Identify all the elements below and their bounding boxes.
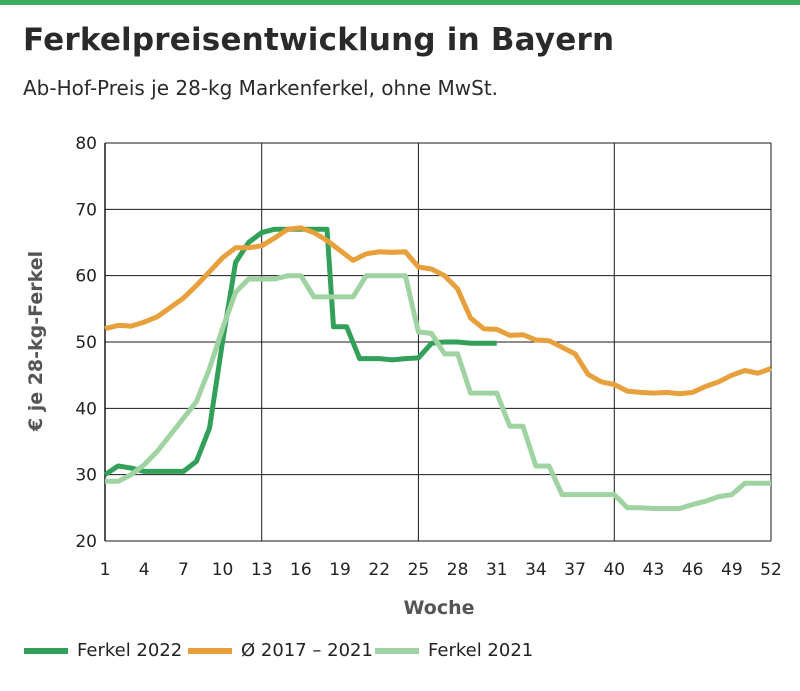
y-tick-label: 80 xyxy=(75,134,97,154)
legend-item-ferkel-2022: Ferkel 2022 xyxy=(24,640,182,661)
y-tick-label: 70 xyxy=(75,200,97,220)
x-tick-label: 52 xyxy=(760,560,782,580)
x-axis-label: Woche xyxy=(403,597,474,619)
x-tick-label: 34 xyxy=(525,560,547,580)
y-tick-label: 40 xyxy=(75,399,97,419)
series-line-1 xyxy=(103,226,497,477)
legend-swatch xyxy=(24,647,68,654)
y-tick-label: 60 xyxy=(75,267,97,287)
legend: Ferkel 2022 Ø 2017 – 2021 Ferkel 2021 xyxy=(0,640,800,670)
legend-swatch xyxy=(188,647,232,654)
legend-item-ferkel-2021: Ferkel 2021 xyxy=(375,640,533,661)
y-tick-label: 20 xyxy=(75,532,97,552)
x-tick-label: 46 xyxy=(682,560,704,580)
legend-label: Ferkel 2021 xyxy=(428,640,534,661)
series-line-3 xyxy=(105,273,771,511)
x-tick-labels: 1 4 7 10 13 16 19 22 25 28 31 34 37 40 43 46 49 52 xyxy=(100,560,782,580)
x-tick-label: 13 xyxy=(251,560,273,580)
legend-label: Ferkel 2022 xyxy=(77,640,183,661)
series-line-2 xyxy=(104,225,772,397)
y-tick-labels: 20 30 40 50 60 70 80 xyxy=(75,134,97,552)
x-tick-label: 10 xyxy=(212,560,234,580)
series-lines xyxy=(103,225,772,511)
x-tick-label: 4 xyxy=(139,560,150,580)
x-tick-label: 1 xyxy=(100,560,111,580)
y-tick-label: 50 xyxy=(75,333,97,353)
legend-item-avg-2017-2021: Ø 2017 – 2021 xyxy=(188,640,373,661)
accent-bar xyxy=(0,0,800,5)
x-tick-label: 7 xyxy=(178,560,189,580)
x-tick-label: 49 xyxy=(721,560,743,580)
legend-label: Ø 2017 – 2021 xyxy=(241,640,373,661)
x-tick-label: 37 xyxy=(564,560,586,580)
y-axis-label: € je 28-kg-Ferkel xyxy=(25,251,47,432)
x-tick-label: 25 xyxy=(408,560,430,580)
chart-title: Ferkelpreisentwicklung in Bayern xyxy=(23,22,615,58)
chart-subtitle: Ab-Hof-Preis je 28-kg Markenferkel, ohne… xyxy=(23,76,499,100)
x-tick-label: 22 xyxy=(368,560,390,580)
x-tick-label: 31 xyxy=(486,560,508,580)
x-tick-label: 28 xyxy=(447,560,469,580)
legend-swatch xyxy=(375,647,419,654)
x-tick-label: 16 xyxy=(290,560,312,580)
x-tick-label: 19 xyxy=(329,560,351,580)
x-tick-label: 40 xyxy=(603,560,625,580)
x-tick-label: 43 xyxy=(643,560,665,580)
y-tick-label: 30 xyxy=(75,466,97,486)
